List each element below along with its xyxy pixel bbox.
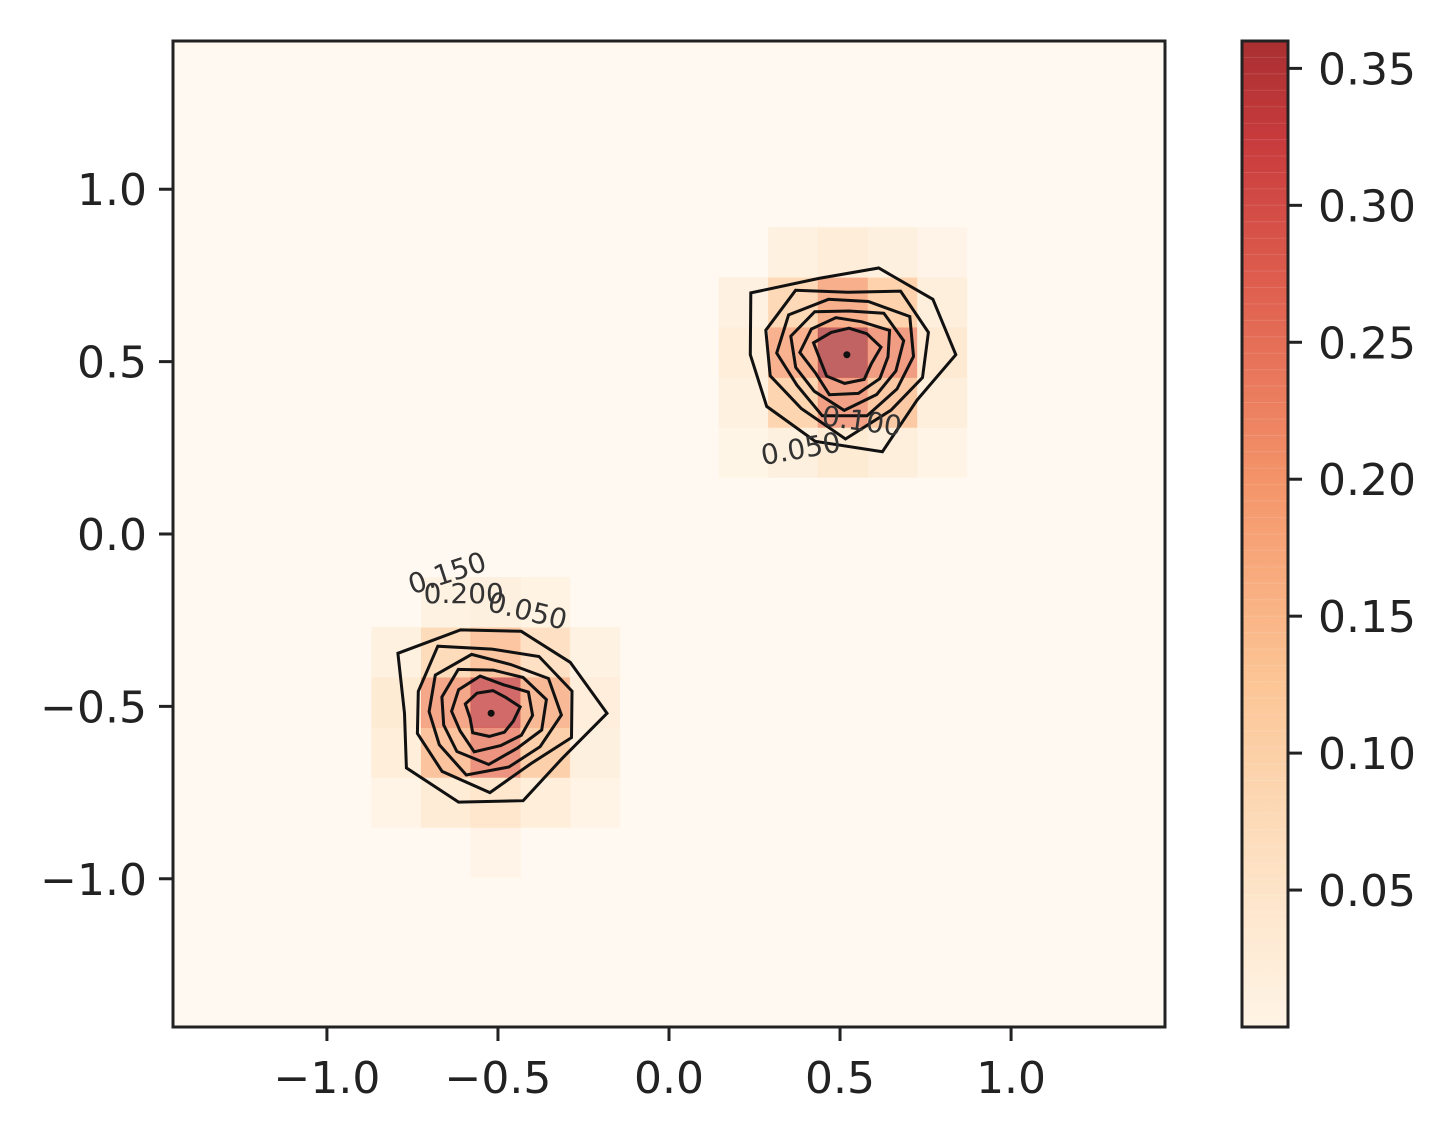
- heatmap-cell-28: [768, 427, 819, 478]
- heatmap-cell-20: [569, 777, 620, 828]
- contour-peak1-level-0.05: [396, 628, 609, 804]
- y-tick-label-0: 1.0: [77, 165, 147, 216]
- colorbar-tick-label-4: 0.25: [1318, 318, 1416, 369]
- heatmap-cell-24: [718, 427, 769, 478]
- heatmap-cell-27: [718, 277, 769, 328]
- heatmap-cell-26: [718, 327, 769, 378]
- colorbar-bands: [1242, 40, 1288, 1012]
- y-tick-label-1: 0.5: [77, 338, 147, 389]
- heatmap-cell-1: [371, 727, 422, 778]
- colorbar-tick-label-1: 0.10: [1318, 729, 1416, 780]
- colorbar-frame: [1240, 39, 1290, 1029]
- y-tick-label-3: −0.5: [40, 682, 147, 733]
- x-tick-label-3: 0.5: [805, 1053, 875, 1104]
- colorbar-tick-label-5: 0.30: [1318, 181, 1416, 232]
- colorbar-tick-label-6: 0.35: [1318, 44, 1416, 95]
- plot-background: [173, 41, 1165, 1027]
- heatmap-cell-47: [917, 227, 968, 278]
- x-tick-label-2: 0.0: [634, 1053, 704, 1104]
- heatmap-cell-32: [768, 227, 819, 278]
- heatmap-cell-22: [569, 677, 620, 728]
- heatmap-cell-9: [470, 827, 521, 878]
- contour-peak0-level-0.15: [775, 297, 916, 418]
- contour-peak0-level-0.30: [811, 326, 883, 385]
- contour-peak0-level-0.10: [764, 288, 930, 441]
- heatmap-cell-43: [917, 427, 968, 478]
- x-tick-label-4: 1.0: [976, 1053, 1046, 1104]
- contour-peak1-level-0.15: [427, 652, 564, 777]
- contour-label-4: 0.200: [424, 577, 504, 610]
- heatmap-cell-0: [371, 777, 422, 828]
- heatmap-cell-37: [817, 227, 868, 278]
- colorbar-tick-label-0: 0.05: [1318, 866, 1416, 917]
- contour-peak1-level-0.20: [440, 667, 549, 767]
- contour-lines: [396, 266, 958, 804]
- heatmap-cell-15: [520, 777, 571, 828]
- y-tick-label-4: −1.0: [40, 855, 147, 906]
- heatmap-cell-19: [520, 577, 571, 628]
- heatmap-cell-23: [569, 627, 620, 678]
- x-tick-label-0: −1.0: [274, 1053, 381, 1104]
- heatmap-cell-16: [520, 727, 571, 778]
- heatmap-cell-14: [470, 577, 521, 628]
- heatmap-cell-2: [371, 677, 422, 728]
- y-axis: 1.0 0.5 0.0 −0.5 −1.0: [40, 165, 173, 906]
- contour-peak0-level-0.05: [748, 266, 958, 454]
- colorbar-axis: 0.05 0.10 0.15 0.20 0.25 0.30 0.35: [1288, 44, 1416, 917]
- x-axis: −1.0 −0.5 0.0 0.5 1.0: [274, 1027, 1046, 1104]
- heatmap-cell-31: [768, 277, 819, 328]
- contour-peak0-level-0.20: [789, 309, 906, 413]
- contour-peak1-level-0.30: [463, 689, 523, 738]
- peak-center-1: [487, 709, 495, 717]
- heatmap-cell-40: [867, 327, 918, 378]
- x-tick-label-1: −0.5: [445, 1053, 552, 1104]
- contour-peak0-level-0.25: [798, 316, 892, 397]
- heatmap-cell-44: [917, 377, 968, 428]
- peak-center-0: [843, 351, 851, 359]
- contour-peak1-level-0.25: [449, 674, 535, 754]
- colorbar-tick-label-3: 0.20: [1318, 455, 1416, 506]
- y-tick-label-2: 0.0: [77, 510, 147, 561]
- heatmap-cell-21: [569, 727, 620, 778]
- heatmap-cell-8: [421, 577, 472, 628]
- contour-peak1-level-0.10: [415, 644, 574, 795]
- heatmap-cell-6: [421, 677, 472, 728]
- colorbar: [1242, 41, 1288, 1027]
- heatmap-cell-42: [867, 227, 918, 278]
- colorbar-tick-label-2: 0.15: [1318, 592, 1416, 643]
